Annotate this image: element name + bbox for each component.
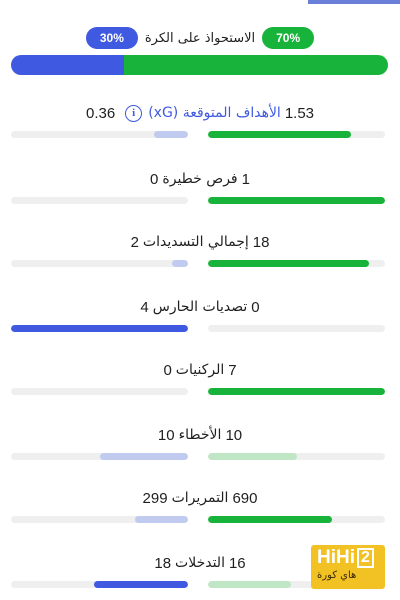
- away-value: 10: [157, 426, 175, 444]
- home-fill: [208, 453, 297, 460]
- home-value: 690: [232, 489, 258, 507]
- away-track: [11, 388, 188, 395]
- stat-label: التمريرات: [171, 490, 229, 506]
- home-value: 18: [252, 233, 270, 251]
- away-possession-pill: 30%: [85, 27, 138, 49]
- away-value: 18: [154, 554, 172, 572]
- away-fill: [172, 260, 188, 267]
- away-track: [11, 131, 188, 138]
- possession-bar: [11, 55, 388, 75]
- home-possession-pill: 70%: [262, 27, 315, 49]
- stat-row: 16 التدخلات 18: [0, 552, 400, 592]
- home-track: [208, 197, 385, 204]
- home-track: [208, 131, 385, 138]
- away-track: [11, 197, 188, 204]
- home-fill: [208, 197, 385, 204]
- home-value: 1.53: [284, 104, 315, 122]
- possession-bar-away: [11, 55, 125, 75]
- home-value: 10: [225, 426, 243, 444]
- home-value: 16: [228, 554, 246, 572]
- stat-label: الأخطاء: [178, 427, 222, 443]
- stat-label: تصديات الحارس: [152, 299, 248, 315]
- away-track: [11, 260, 188, 267]
- away-value: 4: [140, 298, 149, 316]
- home-fill: [208, 516, 332, 523]
- home-value: 0: [251, 298, 260, 316]
- home-value: 7: [228, 361, 237, 379]
- stat-row: 18 إجمالي التسديدات 2: [0, 231, 400, 271]
- watermark-logo: HiHi 2 هاي كورة: [311, 545, 385, 589]
- away-track: [11, 581, 188, 588]
- home-value: 1: [241, 170, 250, 188]
- home-fill: [208, 581, 292, 588]
- away-fill: [134, 516, 188, 523]
- stat-row: 7 الركنيات 0: [0, 359, 400, 399]
- away-value: 299: [142, 489, 168, 507]
- away-fill: [94, 581, 188, 588]
- away-fill: [99, 453, 188, 460]
- stat-label: الركنيات: [175, 362, 225, 378]
- watermark-logo-text: HiHi: [317, 547, 355, 568]
- stat-row: 1 فرص خطيرة 0: [0, 168, 400, 208]
- watermark-logo-number: 2: [357, 548, 374, 568]
- stat-row: 690 التمريرات 299: [0, 487, 400, 527]
- home-track: [208, 516, 385, 523]
- home-track: [208, 388, 385, 395]
- top-accent-strip: [308, 0, 400, 4]
- stat-label[interactable]: الأهداف المتوقعة (xG): [148, 105, 281, 121]
- home-fill: [208, 388, 385, 395]
- home-fill: [208, 260, 370, 267]
- away-value: 0.36: [85, 104, 116, 122]
- away-fill: [11, 325, 188, 332]
- home-track: [208, 453, 385, 460]
- info-icon[interactable]: i: [125, 104, 143, 122]
- stat-label: فرص خطيرة: [162, 171, 238, 187]
- stat-row: 0 تصديات الحارس 4: [0, 296, 400, 336]
- stat-label: إجمالي التسديدات: [142, 234, 249, 250]
- possession-header: 70% الاستحواذ على الكرة 30%: [0, 26, 400, 50]
- away-fill: [154, 131, 188, 138]
- stat-row: 1.53 الأهداف المتوقعة (xG) i 0.36: [0, 102, 400, 142]
- possession-bar-home: [124, 55, 388, 75]
- possession-label: الاستحواذ على الكرة: [144, 30, 256, 46]
- away-value: 0: [163, 361, 172, 379]
- watermark-subtitle: هاي كورة: [317, 570, 357, 581]
- away-value: 0: [150, 170, 159, 188]
- home-fill: [208, 131, 352, 138]
- away-value: 2: [130, 233, 139, 251]
- home-track: [208, 260, 385, 267]
- home-track: [208, 581, 385, 588]
- away-track: [11, 516, 188, 523]
- away-track: [11, 453, 188, 460]
- stat-row: 10 الأخطاء 10: [0, 424, 400, 464]
- away-track: [11, 325, 188, 332]
- stat-label: التدخلات: [175, 555, 225, 571]
- home-track: [208, 325, 385, 332]
